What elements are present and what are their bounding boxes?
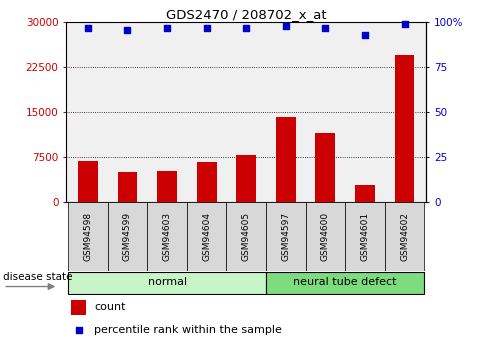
Point (123, 27, 131, 32)
Bar (78, 161, 98, 202)
FancyBboxPatch shape (266, 202, 306, 271)
FancyArrowPatch shape (6, 284, 54, 289)
Point (321, 25, 329, 31)
FancyBboxPatch shape (68, 272, 266, 294)
Point (163, 25, 171, 31)
Point (84, 25, 92, 31)
Text: GSM94597: GSM94597 (281, 212, 290, 261)
Bar (394, 55, 415, 202)
FancyBboxPatch shape (266, 272, 424, 294)
Text: GSM94602: GSM94602 (400, 212, 409, 261)
FancyBboxPatch shape (147, 202, 187, 271)
FancyBboxPatch shape (306, 202, 345, 271)
Bar (71, 299, 86, 315)
Text: GSM94604: GSM94604 (202, 212, 211, 261)
Text: normal: normal (147, 277, 187, 287)
Point (203, 25, 211, 31)
Text: GSM94599: GSM94599 (123, 212, 132, 261)
FancyBboxPatch shape (226, 202, 266, 271)
Bar (197, 162, 217, 202)
Bar (276, 117, 295, 202)
Text: GSM94603: GSM94603 (163, 212, 172, 261)
Title: GDS2470 / 208702_x_at: GDS2470 / 208702_x_at (166, 8, 326, 21)
Point (401, 21, 409, 27)
Text: disease state: disease state (3, 272, 73, 282)
Bar (355, 185, 375, 202)
FancyBboxPatch shape (385, 202, 424, 271)
Bar (157, 171, 177, 202)
Bar (316, 133, 335, 202)
Point (282, 23, 290, 29)
Bar (118, 172, 137, 202)
Bar (236, 155, 256, 202)
Text: GSM94600: GSM94600 (321, 212, 330, 261)
Point (361, 32, 369, 38)
Text: GSM94601: GSM94601 (361, 212, 369, 261)
FancyBboxPatch shape (345, 202, 385, 271)
FancyBboxPatch shape (187, 202, 226, 271)
Text: GSM94598: GSM94598 (83, 212, 93, 261)
FancyBboxPatch shape (68, 202, 108, 271)
Point (242, 25, 250, 31)
Text: GSM94605: GSM94605 (242, 212, 251, 261)
Point (75, 327, 83, 333)
Text: count: count (94, 302, 125, 312)
Text: neural tube defect: neural tube defect (294, 277, 397, 287)
FancyBboxPatch shape (108, 202, 147, 271)
Text: percentile rank within the sample: percentile rank within the sample (94, 325, 282, 335)
